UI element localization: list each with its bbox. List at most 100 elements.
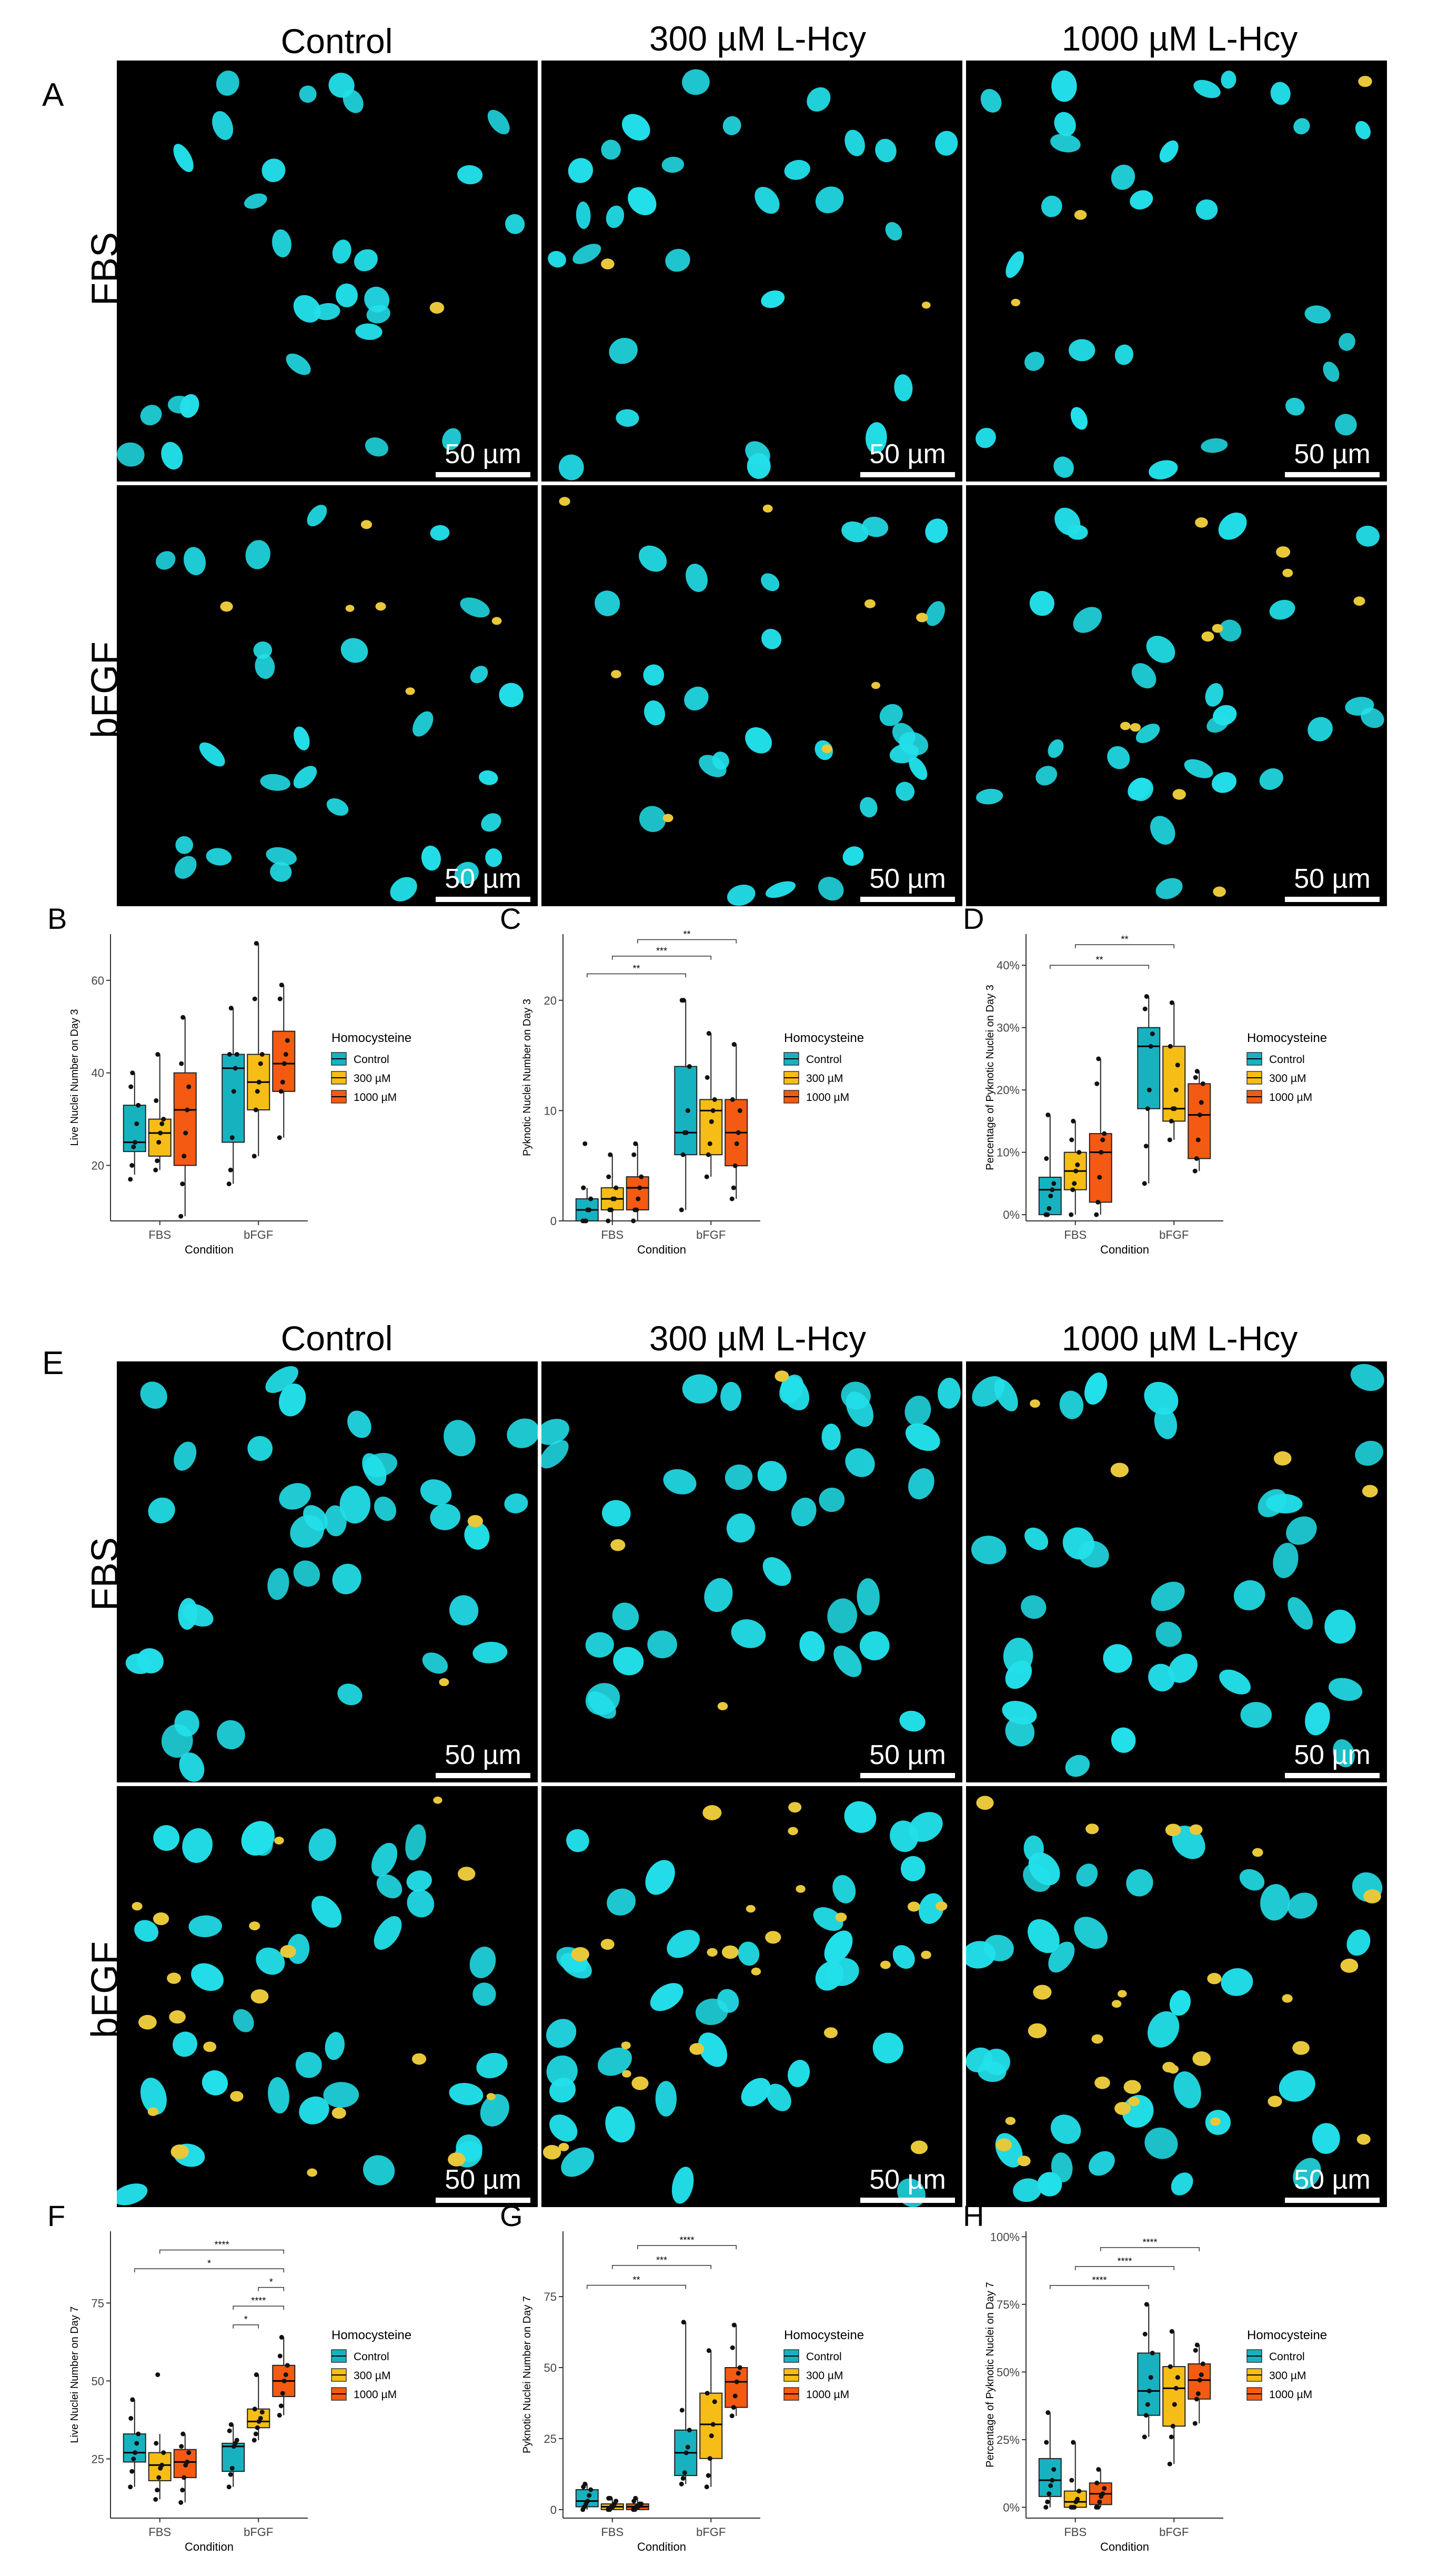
data-point bbox=[1200, 2361, 1205, 2367]
pyknotic-nucleus bbox=[169, 2010, 186, 2024]
nucleus bbox=[1103, 1644, 1132, 1673]
data-point bbox=[687, 2428, 692, 2433]
nucleus bbox=[548, 250, 566, 268]
nucleus bbox=[827, 1598, 858, 1633]
nucleus bbox=[244, 193, 267, 209]
data-point bbox=[155, 2372, 160, 2377]
significance-bracket bbox=[637, 939, 737, 944]
data-point bbox=[706, 1031, 711, 1036]
panel-label-f: F bbox=[47, 2202, 65, 2232]
data-point bbox=[681, 2320, 686, 2325]
legend-label: Control bbox=[806, 2351, 842, 2363]
x-tick-label: FBS bbox=[148, 1228, 171, 1241]
pyknotic-nucleus bbox=[1030, 1399, 1040, 1408]
pyknotic-nucleus bbox=[1268, 2096, 1282, 2107]
data-point bbox=[161, 2450, 166, 2455]
nucleus bbox=[643, 700, 666, 726]
micrograph-bfgf-300: 50 µm bbox=[541, 485, 962, 906]
x-tick-label: FBS bbox=[148, 2525, 171, 2539]
data-point bbox=[1193, 1075, 1198, 1080]
nucleus bbox=[161, 1724, 193, 1758]
nuclei-field bbox=[117, 1796, 509, 2206]
scale-bar: 50 µm bbox=[436, 1739, 530, 1778]
pyknotic-nucleus bbox=[796, 1885, 806, 1893]
nucleus bbox=[558, 454, 584, 480]
data-point bbox=[227, 1052, 232, 1057]
nucleus bbox=[161, 442, 183, 470]
significance-label: **** bbox=[679, 2235, 694, 2246]
nucleus bbox=[1159, 140, 1179, 163]
scale-bar-label: 50 µm bbox=[869, 439, 946, 469]
nucleus bbox=[487, 109, 510, 135]
nucleus bbox=[175, 856, 197, 879]
data-point bbox=[178, 2500, 184, 2505]
scale-bar-label: 50 µm bbox=[1294, 439, 1371, 469]
data-point bbox=[1069, 2478, 1074, 2483]
nucleus bbox=[173, 144, 194, 172]
nucleus bbox=[980, 88, 1002, 113]
scale-bar: 50 µm bbox=[436, 2164, 530, 2203]
nucleus bbox=[460, 597, 490, 618]
data-point bbox=[639, 2501, 644, 2507]
data-point bbox=[608, 2495, 613, 2501]
nucleus bbox=[1260, 1884, 1290, 1921]
nucleus bbox=[879, 704, 903, 726]
data-point bbox=[285, 2363, 290, 2368]
legend-label: 1000 µM bbox=[806, 1091, 849, 1104]
nucleus bbox=[1205, 683, 1224, 707]
nucleus bbox=[1286, 1516, 1317, 1545]
significance-label: *** bbox=[656, 2255, 667, 2266]
data-point bbox=[1097, 1175, 1102, 1180]
nucleus bbox=[824, 1930, 853, 1964]
nucleus bbox=[314, 303, 340, 320]
pyknotic-nucleus bbox=[1120, 721, 1131, 730]
nucleus bbox=[1131, 663, 1157, 689]
data-point bbox=[159, 1121, 165, 1126]
micrograph-bfgf-control: 50 µm bbox=[117, 485, 538, 906]
nucleus bbox=[1356, 525, 1380, 547]
nucleus bbox=[727, 884, 756, 906]
x-axis-title: Condition bbox=[185, 2540, 234, 2553]
data-point bbox=[1100, 1137, 1105, 1142]
nucleus bbox=[1173, 2071, 1201, 2109]
scale-bar: 50 µm bbox=[860, 1739, 955, 1778]
nucleus bbox=[188, 1915, 222, 1938]
nucleus bbox=[665, 248, 690, 272]
nucleus bbox=[704, 1578, 733, 1612]
data-point bbox=[1197, 2378, 1202, 2383]
scale-bar-label: 50 µm bbox=[445, 2164, 521, 2195]
nucleus bbox=[1002, 1701, 1037, 1725]
nucleus bbox=[909, 757, 928, 780]
nucleus bbox=[256, 1947, 285, 1975]
y-tick-label: 50 bbox=[92, 2374, 104, 2388]
column-title-300-e: 300 µM L-Hcy bbox=[649, 1319, 867, 1358]
y-tick-label: 100% bbox=[990, 2230, 1020, 2243]
chart-b-live-day3: B 20 40 60 FBS bFGF Condition Live Nuclei Numbe… bbox=[32, 902, 495, 1274]
pyknotic-nucleus bbox=[1111, 2000, 1122, 2008]
nucleus bbox=[1130, 190, 1153, 210]
pyknotic-nucleus bbox=[1213, 886, 1226, 897]
nucleus bbox=[206, 848, 232, 866]
nucleus bbox=[1028, 1852, 1060, 1886]
nucleus bbox=[766, 2083, 791, 2111]
pyknotic-nucleus bbox=[448, 2152, 466, 2167]
nucleus bbox=[1239, 1869, 1265, 1891]
significance-label: ** bbox=[1095, 955, 1103, 965]
column-title-1000-a: 1000 µM L-Hcy bbox=[1061, 19, 1298, 58]
scale-bar-label: 50 µm bbox=[445, 864, 521, 894]
nucleus bbox=[605, 2106, 635, 2143]
pyknotic-nucleus bbox=[1273, 1451, 1292, 1466]
nucleus bbox=[1201, 438, 1228, 453]
data-point bbox=[182, 2475, 187, 2480]
pyknotic-nucleus bbox=[486, 2093, 496, 2100]
micrograph-bfgf-1000: 50 µm bbox=[966, 485, 1387, 906]
nucleus bbox=[1305, 1702, 1330, 1736]
pyknotic-nucleus bbox=[433, 1796, 443, 1804]
nucleus bbox=[935, 131, 958, 156]
nucleus bbox=[295, 2052, 322, 2078]
nucleus bbox=[245, 540, 270, 569]
nucleus bbox=[576, 201, 591, 229]
x-axis-title: Condition bbox=[1100, 1243, 1149, 1256]
legend-title: Homocysteine bbox=[784, 2328, 864, 2342]
data-point bbox=[254, 2372, 259, 2377]
